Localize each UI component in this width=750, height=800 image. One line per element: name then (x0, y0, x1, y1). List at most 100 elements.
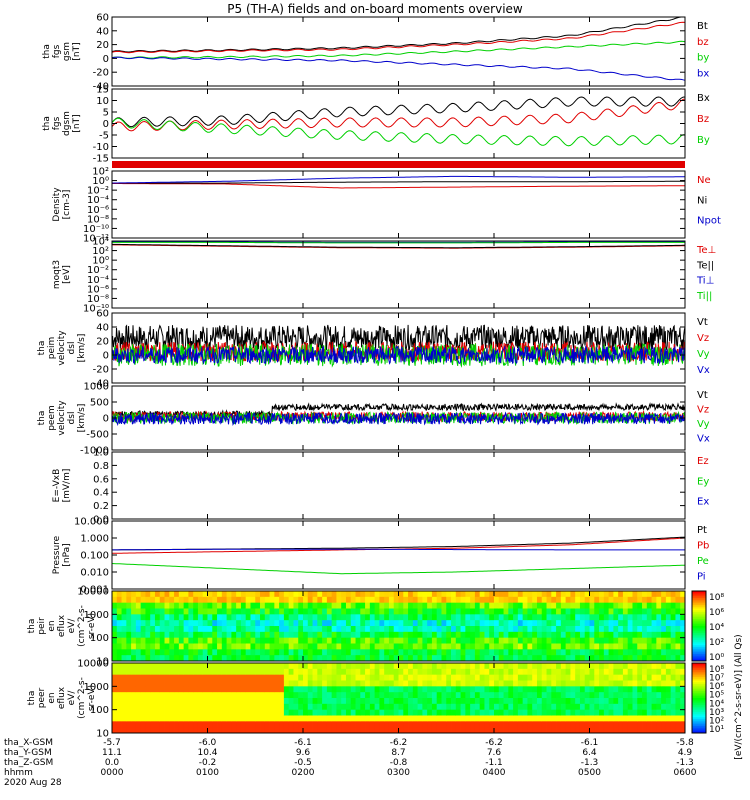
y-tick-label: 10000 (77, 659, 109, 670)
colorbar-label: [eV/(cm^2-s-sr-eV)] (All Qs) (734, 634, 744, 759)
legend-label: Pt (697, 525, 707, 536)
panel-ylabel: [km/s] (77, 334, 87, 363)
panel-ylabel: fgs (52, 44, 62, 58)
panel-3 (112, 161, 685, 168)
ephem-value: -5.7 (103, 738, 121, 748)
series-line (111, 98, 686, 132)
legend-label: By (697, 135, 710, 146)
legend-label: Bx (697, 93, 710, 104)
y-tick-label: 0.2 (93, 501, 109, 512)
colorbar-tick: 10² (709, 638, 724, 648)
y-tick-label: -20 (93, 68, 109, 79)
legend-label: Vz (697, 333, 709, 344)
y-tick-label: 60 (96, 13, 109, 24)
ephem-value: -6.2 (390, 738, 408, 748)
ephem-row-label: hhmm (4, 768, 33, 778)
legend-label: Ex (697, 497, 709, 508)
colorbar-tick: 10⁸ (709, 665, 724, 675)
y-tick-label: 0.0 (93, 515, 109, 526)
panel-bar (112, 161, 685, 168)
y-tick-label: 10.000 (74, 517, 109, 528)
ephem-value: 9.6 (296, 748, 311, 758)
panel-ylabel: [nT] (72, 42, 82, 60)
y-tick-label: 100 (90, 705, 109, 716)
panel-ylabel: dsl (67, 342, 77, 355)
y-tick-label: 100 (90, 633, 109, 644)
series-line (111, 411, 686, 427)
panel-ylabel: tha (37, 341, 47, 356)
panel-frame (111, 240, 686, 309)
figure-title: P5 (TH-A) fields and on-board moments ov… (227, 2, 523, 16)
legend-label: Ez (697, 456, 709, 467)
panel-ylabel: gsm (62, 42, 72, 61)
y-tick-label: 10² (92, 246, 109, 257)
legend-label: Vz (697, 405, 709, 416)
ephem-value: 6.4 (582, 748, 597, 758)
y-tick-label: 0.6 (93, 474, 109, 485)
spectrogram (112, 591, 686, 662)
panel-frame (111, 520, 686, 590)
panel-ylabel: peem (47, 405, 57, 431)
panel-ylabel: E=-VxB (52, 469, 62, 503)
y-tick-label: -10 (93, 142, 109, 153)
ephem-value: 11.1 (102, 748, 122, 758)
panel-ylabel: tha (27, 691, 37, 706)
panel-ylabel: eV/ (67, 690, 77, 706)
y-tick-label: 0.8 (93, 461, 109, 472)
y-tick-label: 60 (96, 309, 109, 320)
panel-ylabel: eflux (57, 686, 67, 709)
y-tick-label: 5 (103, 108, 109, 119)
ephem-value: -6.1 (294, 738, 312, 748)
series-line (111, 16, 685, 53)
y-tick-label: -40 (93, 379, 109, 390)
panel-ylabel: tha (42, 44, 52, 59)
y-tick-label: 0.100 (80, 551, 109, 562)
legend-label: Ti⊥ (696, 276, 714, 287)
panel-ylabel: en (47, 692, 57, 703)
colorbar-tick: 10⁶ (709, 682, 724, 692)
colorbar-tick: 10⁴ (709, 623, 724, 633)
panel-8: E=-VxB [mV/m] 1.0 0.8 0.6 0.4 0.2 0.0 Ez Ey Ex (52, 448, 709, 526)
y-tick-label: 10² (92, 167, 109, 178)
y-tick-label: -15 (93, 154, 109, 165)
y-tick-label: -20 (93, 365, 109, 376)
ephem-value: 7.6 (487, 748, 502, 758)
y-tick-label: 0 (103, 414, 109, 425)
y-tick-label: 40 (96, 26, 109, 37)
y-tick-label: 10⁻⁸ (87, 214, 109, 225)
y-tick-label: 1000 (84, 682, 109, 693)
legend-label: Vt (697, 390, 708, 401)
legend-label: bx (697, 68, 709, 79)
y-tick-label: 1.000 (80, 534, 109, 545)
legend-label: Ti|| (696, 291, 712, 302)
y-tick-label: 10⁰ (92, 176, 109, 187)
y-tick-label: 500 (90, 398, 109, 409)
ephem-row-label: tha_Y-GSM (4, 748, 52, 758)
y-tick-label: 10⁻⁶ (87, 205, 109, 216)
y-tick-label: 10⁻⁴ (87, 275, 109, 286)
panel-9: Pressure [nPa] 10.000 1.000 0.100 0.010 0.001 P… (52, 517, 709, 596)
ephem-value: -0.8 (390, 758, 408, 768)
colorbar-tick: 10¹ (709, 725, 724, 735)
legend-label: Te|| (696, 260, 714, 271)
panel-ylabel: [km/s] (77, 404, 87, 433)
y-tick-label: 40 (96, 323, 109, 334)
colorbar-tick: 10³ (709, 708, 724, 718)
colorbar-tick: 10⁶ (709, 608, 724, 618)
series-line (111, 342, 686, 368)
series-line (111, 563, 686, 575)
legend-label: Vy (697, 419, 710, 430)
ephem-value: -6.2 (485, 738, 503, 748)
legend-label: Vt (697, 317, 708, 328)
y-tick-label: 1000 (84, 382, 109, 393)
ephem-value: 0000 (101, 768, 124, 778)
series-line (112, 183, 685, 189)
legend-label: Ni (697, 195, 707, 206)
legend-label: Vx (697, 434, 710, 445)
ephem-row-label: 2020 Aug 28 (4, 778, 62, 788)
y-tick-label: -1000 (80, 446, 109, 457)
ephem-value: -1.3 (676, 758, 694, 768)
colorbar-tick: 10⁸ (709, 593, 724, 603)
legend-label: by (697, 53, 709, 64)
panel-ylabel: [eV] (62, 265, 72, 284)
